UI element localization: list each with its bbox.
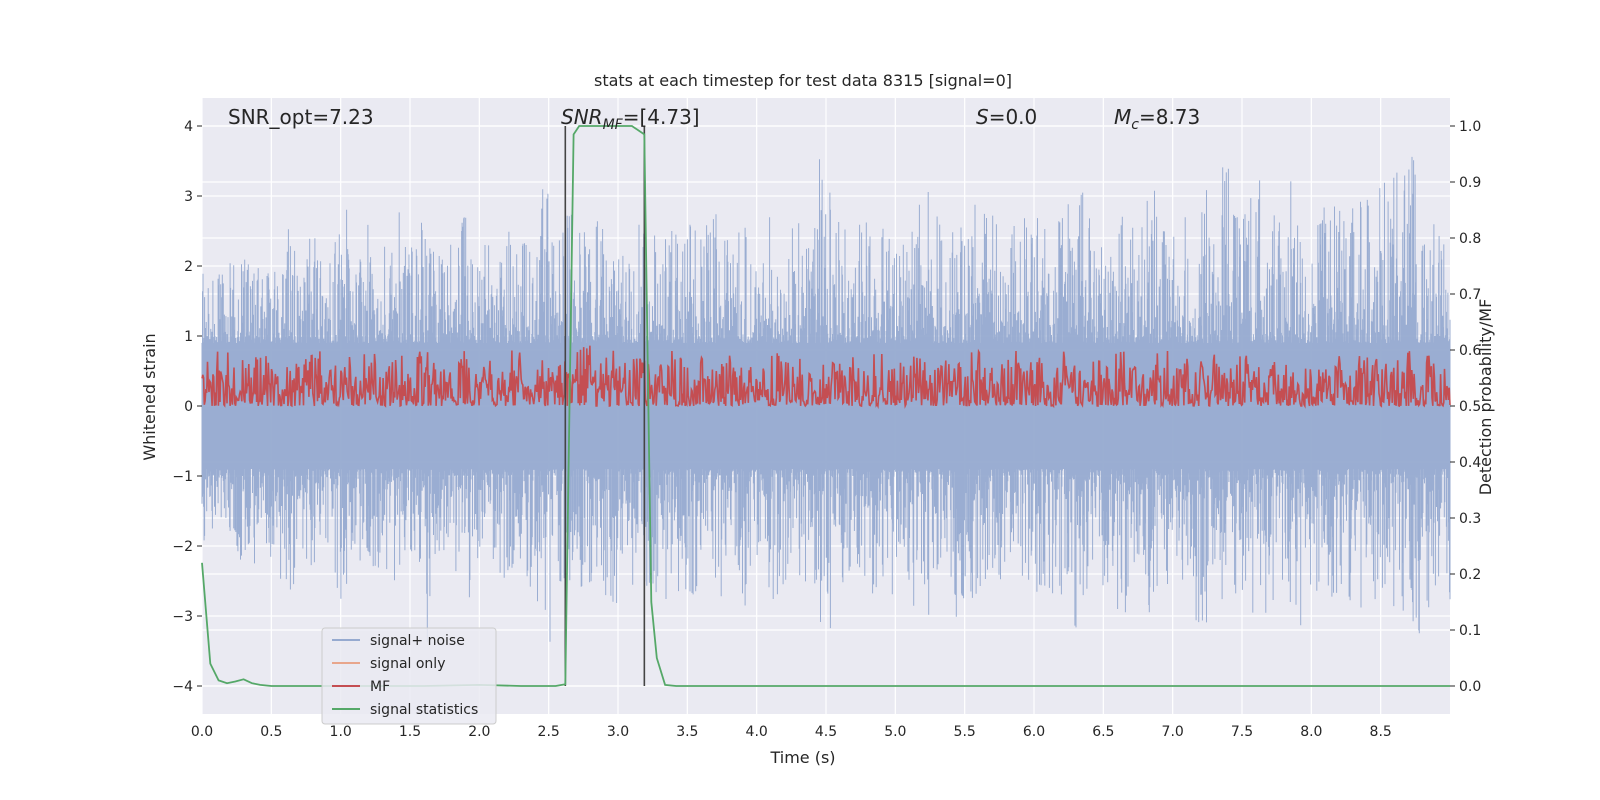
y2-tick-label: 0.8 <box>1459 231 1481 247</box>
y2-tick-label: 0.5 <box>1459 399 1481 415</box>
legend-label-signal-only: signal only <box>370 656 445 672</box>
y-tick-label: 3 <box>184 189 193 205</box>
x-tick-label: 7.5 <box>1231 724 1253 740</box>
x-tick-label: 7.0 <box>1162 724 1184 740</box>
y2-axis-ticks: 0.0 0.1 0.2 0.3 0.4 0.5 0.6 0.7 0.8 0.9 1.0 <box>1450 119 1481 695</box>
y-axis-label: Whitened strain <box>140 333 159 460</box>
legend: signal+ noise signal only MF signal stat… <box>321 627 497 725</box>
y2-tick-label: 1.0 <box>1459 119 1481 135</box>
y-tick-label: −4 <box>172 679 193 695</box>
y-tick-label: −1 <box>172 469 193 485</box>
vertical-markers <box>564 126 646 686</box>
y-tick-label: −2 <box>172 539 193 555</box>
annotation-s: S=0.0 <box>976 105 1037 129</box>
legend-label-statistics: signal statistics <box>370 702 478 718</box>
y2-tick-label: 0.9 <box>1459 175 1481 191</box>
y-tick-label: 0 <box>184 399 193 415</box>
x-tick-label: 2.0 <box>468 724 490 740</box>
legend-label-noise: signal+ noise <box>370 633 465 649</box>
x-tick-label: 1.5 <box>399 724 421 740</box>
x-tick-label: 8.0 <box>1300 724 1322 740</box>
mf-trace <box>201 345 1451 410</box>
x-tick-label: 4.5 <box>815 724 837 740</box>
y-tick-label: 2 <box>184 259 193 275</box>
y-tick-label: 4 <box>184 119 193 135</box>
y2-tick-label: 0.7 <box>1459 287 1481 303</box>
y2-axis-label: Detection probability/MF <box>1476 299 1495 496</box>
x-axis-ticks: 0.0 0.5 1.0 1.5 2.0 2.5 3.0 3.5 4.0 4.5 5.0 5.5 6.0 6… <box>191 724 1392 740</box>
y2-tick-label: 0.4 <box>1459 455 1481 471</box>
series-mf <box>201 345 1451 410</box>
y-tick-label: 1 <box>184 329 193 345</box>
x-tick-label: 8.5 <box>1370 724 1392 740</box>
x-tick-label: 1.0 <box>330 724 352 740</box>
x-tick-label: 0.5 <box>260 724 282 740</box>
x-tick-label: 6.5 <box>1092 724 1114 740</box>
chart-title: stats at each timestep for test data 831… <box>594 71 1012 90</box>
x-tick-label: 4.0 <box>746 724 768 740</box>
y2-tick-label: 0.3 <box>1459 511 1481 527</box>
x-tick-label: 6.0 <box>1023 724 1045 740</box>
x-tick-label: 0.0 <box>191 724 213 740</box>
y-tick-label: −3 <box>172 609 193 625</box>
x-tick-label: 3.0 <box>607 724 629 740</box>
x-tick-label: 5.5 <box>954 724 976 740</box>
x-tick-label: 2.5 <box>538 724 560 740</box>
x-axis-label: Time (s) <box>769 748 835 767</box>
annotation-snr-opt: SNR_opt=7.23 <box>228 105 374 129</box>
y2-tick-label: 0.0 <box>1459 679 1481 695</box>
y2-tick-label: 0.6 <box>1459 343 1481 359</box>
x-tick-label: 5.0 <box>884 724 906 740</box>
y-axis-ticks: −4 −3 −2 −1 0 1 2 3 4 <box>172 119 202 695</box>
annotation-mc: Mc=8.73 <box>1114 105 1200 133</box>
annotation-snr-mf: SNRMF=[4.73] <box>561 105 700 133</box>
legend-box <box>321 627 497 725</box>
y2-tick-label: 0.2 <box>1459 567 1481 583</box>
legend-label-mf: MF <box>370 679 390 695</box>
x-tick-label: 3.5 <box>676 724 698 740</box>
y2-tick-label: 0.1 <box>1459 623 1481 639</box>
